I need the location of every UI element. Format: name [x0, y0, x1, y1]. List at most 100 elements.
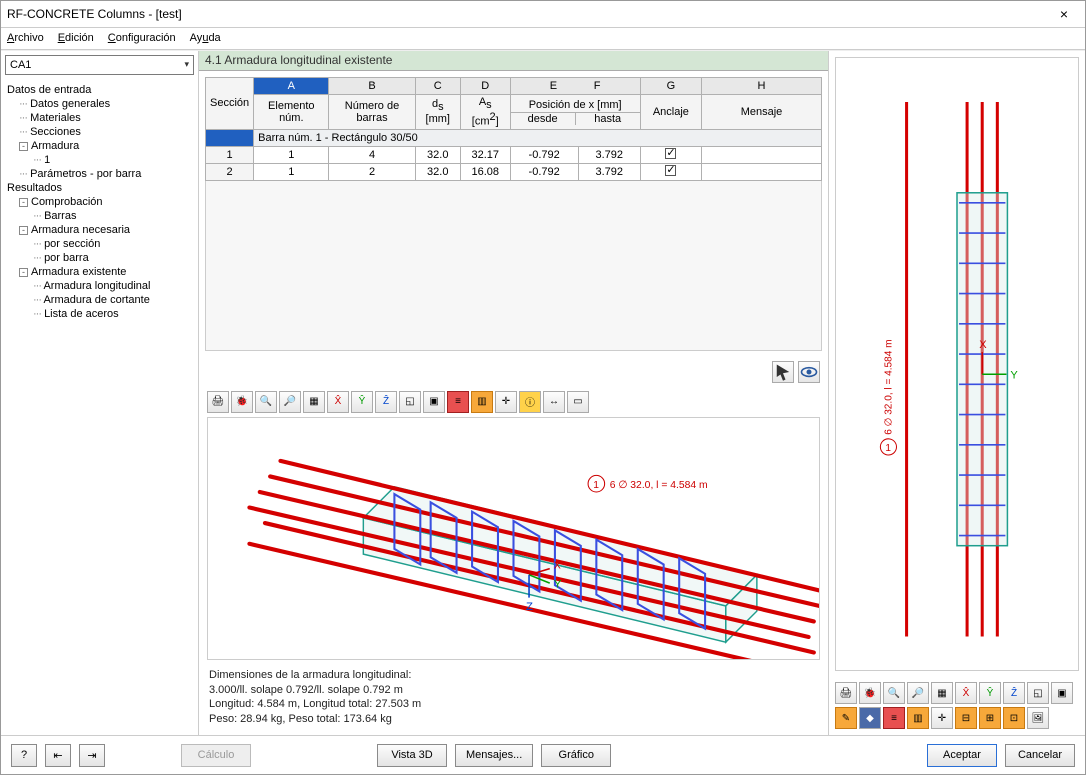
tree-arm-long[interactable]: ··· Armadura longitudinal	[3, 279, 196, 293]
rp-img-icon[interactable]: 🖼	[1027, 707, 1049, 729]
calculo-button[interactable]: Cálculo	[181, 744, 251, 767]
tree-arm-existente[interactable]: -Armadura existente	[3, 265, 196, 279]
close-icon[interactable]: ×	[1049, 6, 1079, 22]
table-row[interactable]: 1 1 4 32.0 32.17 -0.792 3.792	[206, 146, 822, 163]
rp-y-icon[interactable]: Ŷ	[979, 682, 1001, 704]
col-posx[interactable]: Posición de x [mm] desdehasta	[510, 94, 640, 129]
col-letter-EF[interactable]: E F	[510, 77, 640, 94]
table-group-header[interactable]: Barra núm. 1 - Rectángulo 30/50	[206, 129, 822, 146]
view-x-icon[interactable]: X̂	[327, 391, 349, 413]
rp-persp-icon[interactable]: ▣	[1051, 682, 1073, 704]
col-letter-G[interactable]: G	[640, 77, 701, 94]
anclaje-check[interactable]	[665, 148, 676, 159]
tree-resultados[interactable]: Resultados	[3, 181, 196, 195]
col-seccion[interactable]: Sección	[206, 77, 254, 129]
tree-arm-necesaria[interactable]: -Armadura necesaria	[3, 223, 196, 237]
rp-res-icon[interactable]: ≡	[883, 707, 905, 729]
view-z-icon[interactable]: Ẑ	[375, 391, 397, 413]
help-icon[interactable]: ?	[11, 744, 37, 767]
rp-zoom-icon[interactable]: 🔍	[883, 682, 905, 704]
rp-cube-icon[interactable]: ◆	[859, 707, 881, 729]
col-letter-B[interactable]: B	[329, 77, 415, 94]
tree-armadura-1[interactable]: ··· 1	[3, 153, 196, 167]
tree-arm-cort[interactable]: ··· Armadura de cortante	[3, 293, 196, 307]
mensajes-button[interactable]: Mensajes...	[455, 744, 533, 767]
print-icon[interactable]: 🖨	[207, 391, 229, 413]
tree-datos-generales[interactable]: ··· Datos generales	[3, 97, 196, 111]
iso-icon[interactable]: ◱	[399, 391, 421, 413]
rp-sec3-icon[interactable]: ⊡	[1003, 707, 1025, 729]
tree-por-barra[interactable]: ··· por barra	[3, 251, 196, 265]
main-panel: 4.1 Armadura longitudinal existente Secc…	[199, 51, 829, 735]
col-letter-D[interactable]: D	[460, 77, 510, 94]
tree-barras[interactable]: ··· Barras	[3, 209, 196, 223]
more-icon[interactable]: ▭	[567, 391, 589, 413]
col-letter-H[interactable]: H	[702, 77, 822, 94]
zoom-icon[interactable]: 🔍	[255, 391, 277, 413]
rp-sec2-icon[interactable]: ⊞	[979, 707, 1001, 729]
select-icon[interactable]: ▦	[303, 391, 325, 413]
col-letter-A[interactable]: A	[254, 77, 329, 94]
vista3d-button[interactable]: Vista 3D	[377, 744, 447, 767]
table-row[interactable]: 2 1 2 32.0 16.08 -0.792 3.792	[206, 163, 822, 180]
viewport-3d[interactable]: X Y Z 1 6 ∅ 32.0, l = 4.584 m	[207, 417, 820, 660]
rp-iso-icon[interactable]: ◱	[1027, 682, 1049, 704]
tree-lista-aceros[interactable]: ··· Lista de aceros	[3, 307, 196, 321]
rp-z-icon[interactable]: Ẑ	[1003, 682, 1025, 704]
menu-edicion[interactable]: Edición	[58, 32, 94, 44]
rp-axes-icon[interactable]: ✛	[931, 707, 953, 729]
tree-materiales[interactable]: ··· Materiales	[3, 111, 196, 125]
nav-tree: Datos de entrada ··· Datos generales ···…	[1, 79, 198, 735]
col-anclaje[interactable]: Anclaje	[640, 94, 701, 129]
tree-armadura[interactable]: -Armadura	[3, 139, 196, 153]
zoomwin-icon[interactable]: 🔎	[279, 391, 301, 413]
svg-text:X: X	[979, 339, 987, 351]
menu-archivo[interactable]: Archivo	[7, 32, 44, 44]
bug-icon[interactable]: 🐞	[231, 391, 253, 413]
rebar-table[interactable]: Sección A B C D E F G H Elementonúm. Núm…	[205, 77, 822, 181]
rp-bars-icon[interactable]: ▥	[907, 707, 929, 729]
eye-icon[interactable]	[798, 361, 820, 383]
pick-icon[interactable]	[772, 361, 794, 383]
tree-comprobacion[interactable]: -Comprobación	[3, 195, 196, 209]
info-icon[interactable]: ⓘ	[519, 391, 541, 413]
results-icon[interactable]: ≡	[447, 391, 469, 413]
rp-sec1-icon[interactable]: ⊟	[955, 707, 977, 729]
tree-secciones[interactable]: ··· Secciones	[3, 125, 196, 139]
tree-datos-entrada[interactable]: Datos de entrada	[3, 83, 196, 97]
viewport-2d[interactable]: X Y 6 ∅ 32.0, l = 4.584 m 1	[835, 57, 1079, 671]
rp-bug-icon[interactable]: 🐞	[859, 682, 881, 704]
persp-icon[interactable]: ▣	[423, 391, 445, 413]
case-combo[interactable]: CA1	[5, 55, 194, 75]
svg-text:1: 1	[593, 479, 599, 490]
cancelar-button[interactable]: Cancelar	[1005, 744, 1075, 767]
col-letter-C[interactable]: C	[415, 77, 460, 94]
col-nbarras[interactable]: Número debarras	[329, 94, 415, 129]
menu-ayuda[interactable]: Ayuda	[190, 32, 221, 44]
tree-param-barra[interactable]: ··· Parámetros - por barra	[3, 167, 196, 181]
col-ds[interactable]: ds[mm]	[415, 94, 460, 129]
col-elem[interactable]: Elementonúm.	[254, 94, 329, 129]
rp-x-icon[interactable]: X̂	[955, 682, 977, 704]
tree-por-seccion[interactable]: ··· por sección	[3, 237, 196, 251]
bars-icon[interactable]: ▥	[471, 391, 493, 413]
svg-text:1: 1	[885, 443, 891, 454]
next-icon[interactable]: ⇥	[79, 744, 105, 767]
col-mensaje[interactable]: Mensaje	[702, 94, 822, 129]
view-y-icon[interactable]: Ŷ	[351, 391, 373, 413]
menu-configuracion[interactable]: Configuración	[108, 32, 176, 44]
rp-zoomwin-icon[interactable]: 🔎	[907, 682, 929, 704]
axes-icon[interactable]: ✛	[495, 391, 517, 413]
rp-print-icon[interactable]: 🖨	[835, 682, 857, 704]
table-empty-area	[205, 181, 822, 351]
prev-icon[interactable]: ⇤	[45, 744, 71, 767]
title-bar: RF-CONCRETE Columns - [test] ×	[1, 1, 1085, 28]
anclaje-check[interactable]	[665, 165, 676, 176]
rp-sel-icon[interactable]: ▦	[931, 682, 953, 704]
col-as[interactable]: As[cm2]	[460, 94, 510, 129]
window-title: RF-CONCRETE Columns - [test]	[7, 7, 1049, 21]
aceptar-button[interactable]: Aceptar	[927, 744, 997, 767]
dim-icon[interactable]: ↔	[543, 391, 565, 413]
grafico-button[interactable]: Gráfico	[541, 744, 611, 767]
rp-edit-icon[interactable]: ✎	[835, 707, 857, 729]
